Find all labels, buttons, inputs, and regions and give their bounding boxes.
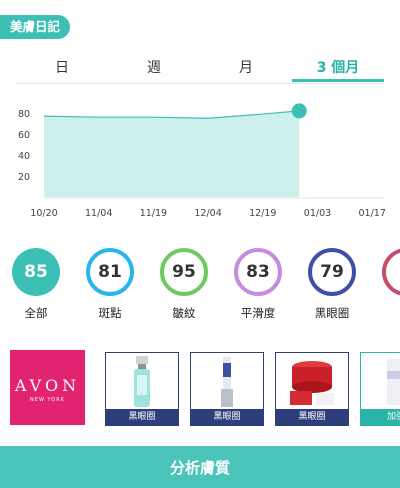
tab-3-months[interactable]: 3 個月	[292, 56, 384, 82]
series-line	[43, 110, 300, 119]
tabs-divider	[16, 83, 384, 84]
x-tick-label: 12/19	[249, 208, 276, 219]
series-area	[44, 110, 300, 197]
score-dark-circles[interactable]: 79 黑眼圈	[302, 248, 362, 321]
product-card[interactable]: 黑眼圈	[190, 352, 264, 426]
x-tick-label: 01/03	[304, 208, 331, 219]
product-card[interactable]: 黑眼圈	[275, 352, 349, 426]
score-label: 斑點	[98, 306, 122, 320]
brand-name: AVON	[14, 376, 81, 395]
analyze-skin-button[interactable]: 分析膚質	[0, 446, 400, 488]
brand-subtitle: NEW YORK	[30, 397, 65, 403]
product-card[interactable]: 加強	[360, 352, 400, 426]
x-tick-label: 01/17	[359, 208, 386, 219]
score-smoothness[interactable]: 83 平滑度	[228, 248, 288, 321]
score-wrinkles[interactable]: 95 皺紋	[154, 248, 214, 321]
period-tabs: 日 週 月 3 個月	[16, 56, 384, 84]
x-tick-label: 10/20	[30, 208, 57, 219]
cream-tube-icon	[387, 359, 400, 405]
score-circle: 8	[382, 248, 400, 296]
product-tag: 黑眼圈	[276, 409, 348, 425]
y-tick-label: 60	[18, 130, 30, 141]
eye-cream-tube-icon	[221, 357, 233, 407]
product-recommendations: AVON NEW YORK 黑眼圈 黑眼圈	[0, 350, 400, 430]
x-tick-label: 12/04	[194, 208, 221, 219]
y-tick-label: 20	[18, 172, 30, 183]
score-label: 皺紋	[172, 306, 196, 320]
tab-week[interactable]: 週	[147, 60, 161, 76]
score-label: 毛	[376, 305, 400, 321]
y-tick-label: 80	[18, 109, 30, 120]
score-label: 黑眼圈	[314, 306, 350, 320]
score-circle: 83	[234, 248, 282, 296]
score-spots[interactable]: 81 斑點	[80, 248, 140, 321]
x-tick-label: 11/19	[140, 208, 167, 219]
score-circle: 81	[86, 248, 134, 296]
score-row: 85 全部 81 斑點 95 皺紋 83 平滑度 79 黑眼圈 8 毛	[0, 248, 400, 328]
x-tick-label: 11/04	[85, 208, 112, 219]
score-label: 平滑度	[240, 306, 276, 320]
serum-bottle-icon	[134, 356, 150, 407]
product-tag: 黑眼圈	[106, 409, 178, 425]
score-label: 全部	[24, 306, 48, 320]
score-circle: 79	[308, 248, 356, 296]
avon-brand-logo[interactable]: AVON NEW YORK	[10, 350, 85, 425]
tab-month[interactable]: 月	[239, 60, 253, 76]
y-tick-label: 40	[18, 151, 30, 162]
score-overall[interactable]: 85 全部	[6, 248, 66, 321]
latest-data-point	[291, 103, 307, 119]
skin-score-chart: 20 40 60 80 10/20 11/04 11/19 12/04 12/19 01/03 01…	[18, 103, 386, 219]
score-pores[interactable]: 8 毛	[376, 248, 400, 321]
product-tag: 黑眼圈	[191, 409, 263, 425]
product-card[interactable]: 黑眼圈	[105, 352, 179, 426]
score-circle: 85	[12, 248, 60, 296]
score-circle: 95	[160, 248, 208, 296]
product-tag: 加強	[361, 409, 400, 425]
skin-diary-badge: 美膚日記	[0, 15, 71, 39]
red-cream-jar-icon	[290, 361, 334, 405]
tab-day[interactable]: 日	[55, 60, 69, 76]
